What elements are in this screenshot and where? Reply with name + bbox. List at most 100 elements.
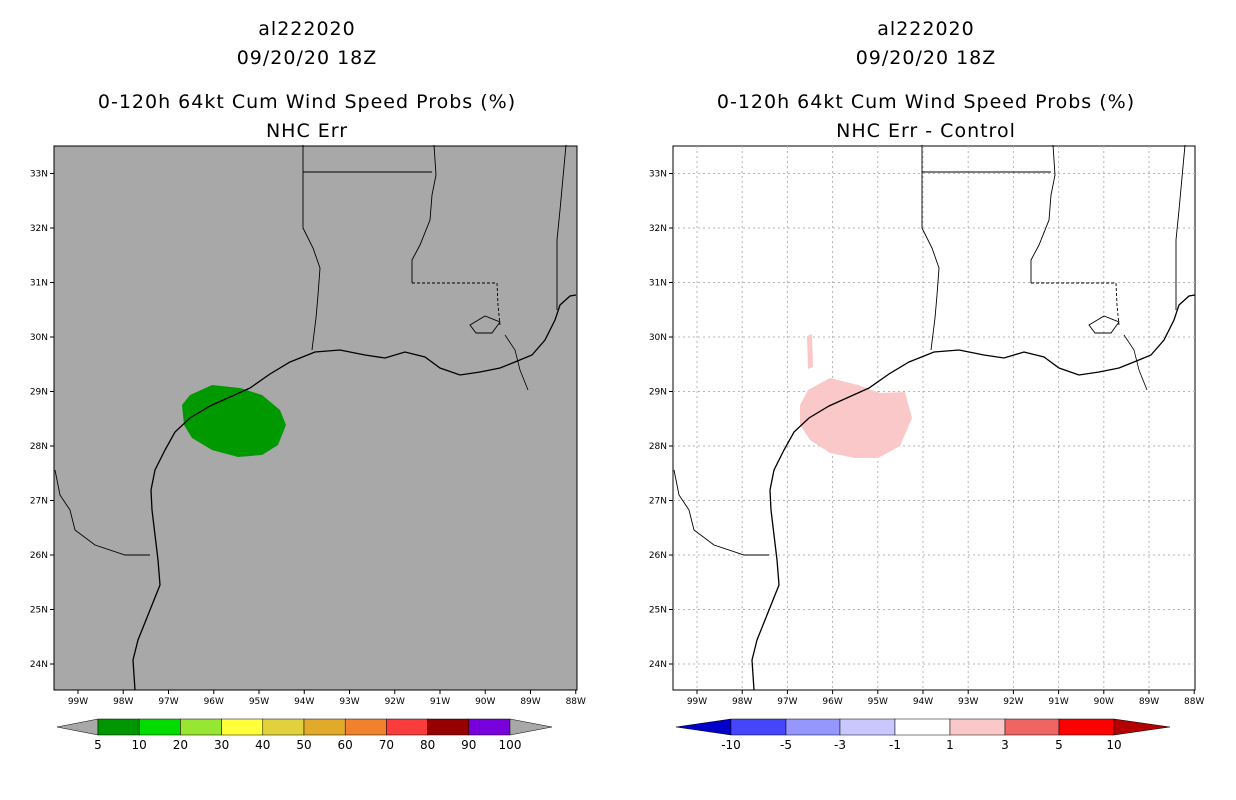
lon-tick-label: 99W (687, 697, 707, 707)
lon-tick-label: 95W (249, 697, 269, 707)
right-storm-id: al222020 (877, 18, 975, 40)
left-title-block: al222020 09/20/20 18Z 0-120h 64kt Cum Wi… (27, 15, 587, 146)
colorbar-swatch (839, 718, 896, 736)
colorbar-high-arrow (1113, 718, 1171, 736)
lon-tick-label: 90W (475, 697, 495, 707)
lon-tick-label: 94W (913, 697, 933, 707)
lon-tick-label: 93W (339, 697, 359, 707)
lon-tick-label: 91W (430, 697, 450, 707)
lon-tick-label: 92W (1003, 697, 1023, 707)
colorbar-swatch (303, 718, 346, 736)
lon-tick-label: 94W (294, 697, 314, 707)
lat-tick-label: 30N (649, 333, 667, 343)
left-map-panel: 24N 25N 26N 27N 28N 29N 30N 31N 32N 33N 99W 98W 97W… (30, 144, 586, 707)
right-map-background (672, 145, 1196, 691)
left-lat-axis: 24N 25N 26N 27N 28N 29N 30N 31N 32N 33N (30, 170, 54, 670)
lat-tick-label: 29N (30, 388, 48, 398)
colorbar-swatch (1004, 718, 1060, 736)
colorbar-swatch (262, 718, 305, 736)
colorbar-swatch (344, 718, 387, 736)
colorbar-label: 40 (255, 738, 270, 752)
colorbar-label: 60 (338, 738, 353, 752)
colorbar-swatch (427, 718, 470, 736)
colorbar-label: 10 (1106, 738, 1121, 752)
colorbar-swatch (949, 718, 1006, 736)
lon-tick-label: 97W (777, 697, 797, 707)
colorbar-label: 70 (379, 738, 394, 752)
lat-tick-label: 28N (649, 442, 667, 452)
lon-tick-label: 98W (732, 697, 752, 707)
colorbar-label: 5 (94, 738, 102, 752)
colorbar-swatch (97, 718, 140, 736)
colorbar-label: 80 (420, 738, 435, 752)
colorbar-swatch (468, 718, 511, 736)
colorbar-low-arrow (675, 718, 732, 736)
right-title-block: al222020 09/20/20 18Z 0-120h 64kt Cum Wi… (646, 15, 1206, 146)
left-subtitle: NHC Err (265, 120, 349, 142)
right-subtitle: NHC Err - Control (836, 120, 1016, 142)
lon-tick-label: 90W (1094, 697, 1114, 707)
colorbar-label: 30 (214, 738, 229, 752)
lat-tick-label: 26N (30, 551, 48, 561)
lon-tick-label: 93W (958, 697, 978, 707)
lat-tick-label: 25N (649, 606, 667, 616)
lon-tick-label: 99W (68, 697, 88, 707)
colorbar-swatch (221, 718, 264, 736)
colorbar-label: 100 (499, 738, 522, 752)
left-map-background (53, 145, 578, 691)
lat-tick-label: 31N (649, 279, 667, 289)
lon-tick-label: 92W (385, 697, 405, 707)
left-datetime: 09/20/20 18Z (236, 47, 378, 69)
colorbar-swatch (894, 718, 951, 736)
right-lon-axis: 99W 98W 97W 96W 95W 94W 93W 92W 91W 90W 89W 88W (687, 690, 1204, 707)
lat-tick-label: 27N (649, 497, 667, 507)
lon-tick-label: 89W (1139, 697, 1159, 707)
left-colorbar-low-arrow (56, 718, 99, 736)
lon-tick-label: 89W (520, 697, 540, 707)
colorbar-label: 3 (1001, 738, 1009, 752)
colorbar-swatch (730, 718, 787, 736)
lat-tick-label: 33N (30, 170, 48, 180)
right-lat-axis: 24N 25N 26N 27N 28N 29N 30N 31N 32N 33N (649, 170, 673, 670)
lon-tick-label: 95W (868, 697, 888, 707)
lat-tick-label: 25N (30, 606, 48, 616)
left-product-title: 0-120h 64kt Cum Wind Speed Probs (%) (97, 91, 517, 113)
lon-tick-label: 88W (1184, 697, 1204, 707)
left-colorbar-high-arrow (509, 718, 553, 736)
colorbar-label: -10 (721, 738, 741, 752)
right-difference-contour (800, 378, 912, 458)
lat-tick-label: 32N (30, 224, 48, 234)
colorbar-label: 1 (946, 738, 954, 752)
colorbar-label: 20 (173, 738, 188, 752)
lat-tick-label: 24N (649, 660, 667, 670)
colorbar-swatch (785, 718, 841, 736)
right-difference-contour-small (807, 334, 813, 369)
colorbar-swatch (138, 718, 181, 736)
colorbar-swatch (180, 718, 222, 736)
lat-tick-label: 26N (649, 551, 667, 561)
left-probability-contour (182, 385, 286, 457)
colorbar-label: 50 (296, 738, 311, 752)
lat-tick-label: 31N (30, 279, 48, 289)
right-datetime: 09/20/20 18Z (855, 47, 997, 69)
right-map-panel: 24N 25N 26N 27N 28N 29N 30N 31N 32N 33N 99W 98W 97W… (649, 144, 1204, 707)
colorbar-label: -1 (889, 738, 901, 752)
lat-tick-label: 33N (649, 170, 667, 180)
lat-tick-label: 29N (649, 388, 667, 398)
left-storm-id: al222020 (258, 18, 356, 40)
right-colorbar: -10 -5 -3 -1 1 3 5 10 (675, 718, 1171, 752)
lon-tick-label: 96W (204, 697, 224, 707)
lon-tick-label: 98W (113, 697, 133, 707)
lon-tick-label: 88W (566, 697, 586, 707)
lon-tick-label: 97W (158, 697, 178, 707)
lat-tick-label: 28N (30, 442, 48, 452)
lat-tick-label: 32N (649, 224, 667, 234)
colorbar-label: 10 (132, 738, 147, 752)
left-lon-axis: 99W 98W 97W 96W 95W 94W 93W 92W 91W 90W 89W 88W (68, 690, 586, 707)
colorbar-swatch (1058, 718, 1115, 736)
lat-tick-label: 30N (30, 333, 48, 343)
colorbar-label: -5 (780, 738, 792, 752)
lat-tick-label: 24N (30, 660, 48, 670)
colorbar-label: 5 (1055, 738, 1063, 752)
